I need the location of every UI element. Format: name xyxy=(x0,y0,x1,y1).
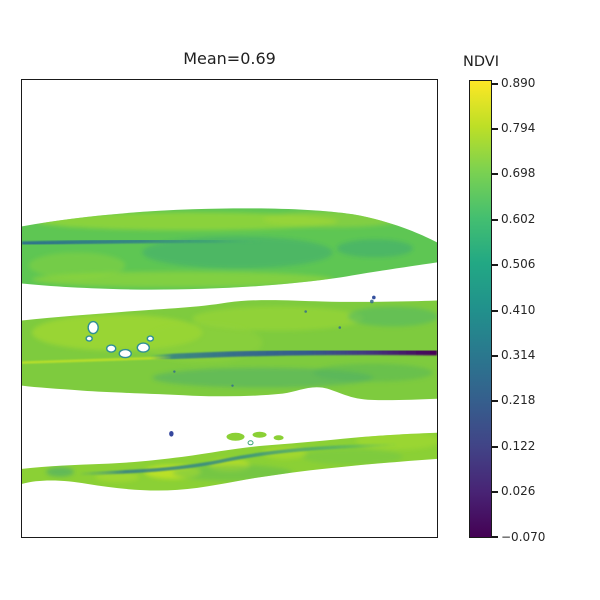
leaf-masked-holes xyxy=(85,320,155,359)
colorbar-tick-mark xyxy=(492,491,498,493)
colorbar-tick-mark xyxy=(492,446,498,448)
colorbar-tick-mark xyxy=(492,355,498,357)
colorbar-tick-label: 0.122 xyxy=(501,439,536,453)
colorbar-tick-mark xyxy=(492,400,498,402)
plot-frame xyxy=(21,79,438,538)
colorbar-tick-label: 0.794 xyxy=(501,121,536,135)
leaf-midrib xyxy=(22,238,263,246)
colorbar-title: NDVI xyxy=(463,54,499,70)
leaf-segment-bottom xyxy=(22,430,437,491)
colorbar-tick-mark xyxy=(492,173,498,175)
leaf-midrib xyxy=(80,443,397,476)
leaf-detached-blobs xyxy=(226,431,284,441)
stray-blue-speck xyxy=(169,430,174,437)
leaf-texture xyxy=(29,211,413,288)
leaf-segment-top xyxy=(22,208,437,290)
colorbar-tick-label: −0.070 xyxy=(501,530,546,544)
stray-pixel-speck xyxy=(372,295,376,300)
colorbar-tick-mark xyxy=(492,83,498,85)
colorbar-tick-label: 0.890 xyxy=(501,76,536,90)
colorbar-tick-label: 0.506 xyxy=(501,257,536,271)
leaf-texture xyxy=(46,432,437,482)
colorbar-tick-label: 0.602 xyxy=(501,212,536,226)
colorbar-tick-label: 0.026 xyxy=(501,484,536,498)
leaf-dark-specks xyxy=(173,299,374,387)
colorbar-gradient xyxy=(469,80,492,538)
colorbar-tick-mark xyxy=(492,536,498,538)
colorbar-tick-mark xyxy=(492,219,498,221)
colorbar-tick-label: 0.218 xyxy=(501,393,536,407)
colorbar-tick-mark xyxy=(492,128,498,130)
ndvi-leaf-map xyxy=(22,208,437,491)
colorbar-tick-label: 0.410 xyxy=(501,303,536,317)
leaf-texture xyxy=(32,306,437,388)
colorbar-tick-mark xyxy=(492,264,498,266)
leaf-segment-middle xyxy=(22,295,437,401)
colorbar-tick-mark xyxy=(492,310,498,312)
plot-title: Mean=0.69 xyxy=(183,49,276,68)
leaf-masked-hole xyxy=(247,440,254,446)
colorbar-tick-label: 0.314 xyxy=(501,348,536,362)
colorbar-tick-label: 0.698 xyxy=(501,166,536,180)
